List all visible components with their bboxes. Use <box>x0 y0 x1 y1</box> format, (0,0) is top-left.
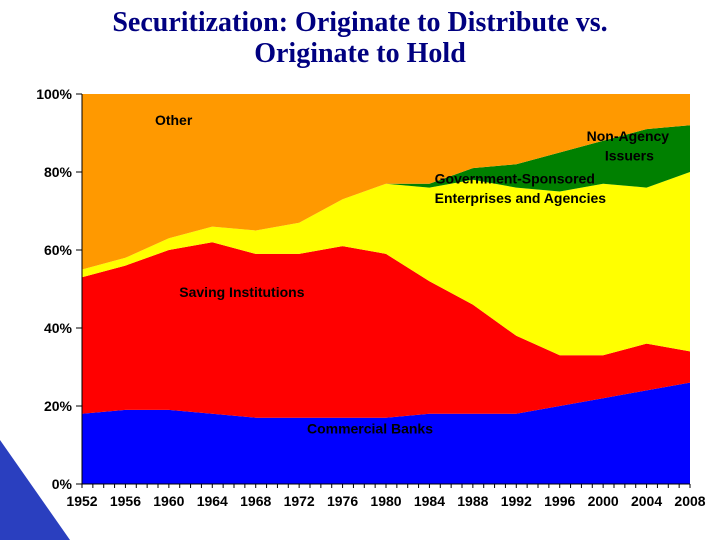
stacked-area-chart: 0%20%40%60%80%100%1952195619601964196819… <box>0 0 720 540</box>
xtick-label: 1972 <box>284 493 315 509</box>
series-label-nonagy: Non-Agency <box>587 128 670 144</box>
ytick-label: 40% <box>44 320 73 336</box>
ytick-label: 80% <box>44 164 73 180</box>
xtick-label: 2004 <box>631 493 662 509</box>
xtick-label: 1992 <box>501 493 532 509</box>
series-label-nonagy2: Issuers <box>605 147 654 163</box>
ytick-label: 20% <box>44 398 73 414</box>
xtick-label: 1980 <box>370 493 401 509</box>
title-line-1: Securitization: Originate to Distribute … <box>0 8 720 39</box>
series-label-other: Other <box>155 112 193 128</box>
ytick-label: 60% <box>44 242 73 258</box>
series-label-gse2: Enterprises and Agencies <box>435 190 607 206</box>
series-label-sav: Saving Institutions <box>179 284 304 300</box>
xtick-label: 1984 <box>414 493 445 509</box>
xtick-label: 1956 <box>110 493 141 509</box>
chart-title: Securitization: Originate to Distribute … <box>0 0 720 70</box>
xtick-label: 2000 <box>588 493 619 509</box>
series-label-cb: Commercial Banks <box>307 420 433 436</box>
xtick-label: 1988 <box>457 493 488 509</box>
chart-container: 0%20%40%60%80%100%1952195619601964196819… <box>0 0 720 540</box>
xtick-label: 1964 <box>197 493 228 509</box>
title-line-2: Originate to Hold <box>0 39 720 70</box>
xtick-label: 2008 <box>674 493 705 509</box>
slide-corner-decoration <box>0 440 70 540</box>
xtick-label: 1960 <box>153 493 184 509</box>
xtick-label: 1968 <box>240 493 271 509</box>
series-label-gse1: Government-Sponsored <box>435 171 595 187</box>
xtick-label: 1996 <box>544 493 575 509</box>
ytick-label: 100% <box>36 86 72 102</box>
xtick-label: 1952 <box>66 493 97 509</box>
xtick-label: 1976 <box>327 493 358 509</box>
